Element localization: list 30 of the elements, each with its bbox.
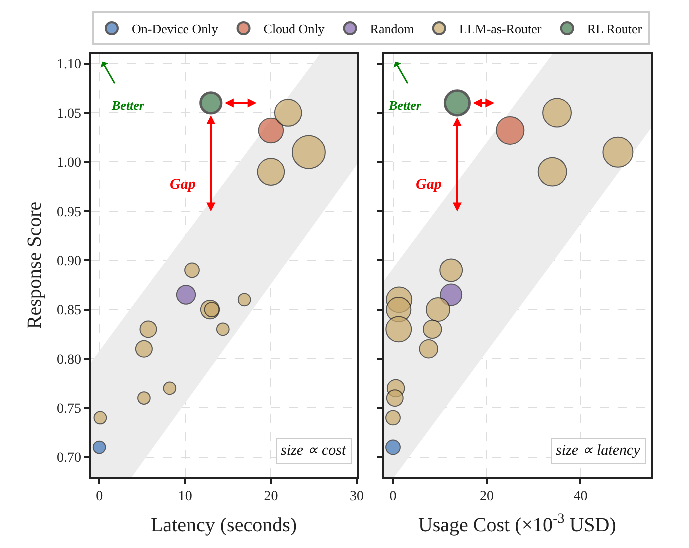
- legend-label: RL Router: [587, 22, 643, 37]
- x-axis-title: Usage Cost (×10$^{-3}$ USD): [418, 512, 616, 537]
- y-tick-label: 0.70: [56, 451, 82, 466]
- legend-label: LLM-as-Router: [459, 22, 542, 37]
- y-tick-label: 0.95: [56, 205, 82, 220]
- x-tick-label: 0: [96, 490, 104, 505]
- y-tick-label: 0.90: [56, 254, 82, 270]
- annotation: Gap: [170, 177, 196, 193]
- annotation: size ∝ cost: [281, 443, 347, 459]
- y-tick-label: 0.85: [56, 304, 82, 319]
- legend-label: Random: [370, 22, 414, 37]
- x-axis-title: Latency (seconds): [150, 514, 298, 537]
- y-tick-label: 0.80: [56, 352, 82, 368]
- x-tick-label: 10: [178, 490, 192, 505]
- y-tick-label: 1.10: [56, 58, 82, 73]
- annotation: size ∝ latency: [556, 443, 641, 459]
- y-tick-label: 1.00: [56, 156, 82, 172]
- annotation: Better: [388, 98, 422, 113]
- x-tick-label: 0: [390, 490, 397, 505]
- x-tick-label: 30: [350, 490, 364, 505]
- annotation: Gap: [416, 177, 442, 193]
- y-tick-label: 1.05: [56, 106, 82, 122]
- legend-label: On-Device Only: [132, 22, 219, 37]
- y-axis-title: Response Score: [24, 202, 46, 330]
- x-tick-label: 20: [480, 490, 494, 505]
- y-tick-label: 0.75: [56, 402, 82, 418]
- x-tick-label: 20: [264, 490, 278, 505]
- annotation: Better: [111, 98, 146, 113]
- legend-label: Cloud Only: [264, 22, 326, 37]
- x-tick-label: 40: [574, 490, 588, 505]
